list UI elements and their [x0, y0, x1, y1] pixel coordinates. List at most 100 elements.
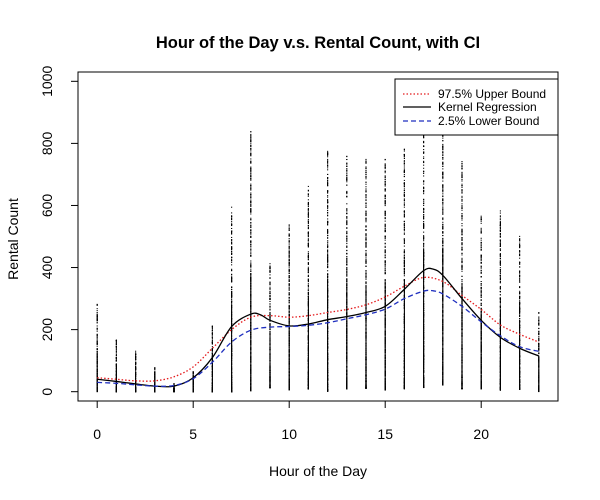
data-point — [327, 252, 329, 254]
data-point — [384, 167, 386, 169]
data-point — [288, 248, 290, 250]
data-point — [327, 222, 329, 224]
data-point — [211, 343, 213, 345]
data-point — [250, 144, 252, 146]
data-point — [307, 202, 309, 204]
data-point — [403, 194, 405, 196]
data-point — [480, 290, 482, 292]
data-point — [461, 232, 463, 234]
data-point — [211, 327, 213, 329]
data-point — [423, 222, 425, 224]
data-point — [346, 212, 348, 214]
data-point — [346, 203, 348, 205]
data-point — [365, 168, 367, 170]
data-point — [346, 231, 348, 233]
data-point — [288, 286, 290, 288]
data-point — [231, 276, 233, 278]
data-point — [250, 241, 252, 243]
data-point — [250, 183, 252, 185]
data-point — [346, 266, 348, 268]
data-point — [192, 381, 194, 383]
data-point — [403, 272, 405, 274]
data-point — [403, 245, 405, 247]
data-point — [365, 250, 367, 252]
data-point — [365, 170, 367, 172]
data-point — [403, 264, 405, 266]
data-point — [327, 231, 329, 233]
data-point — [231, 303, 233, 305]
data-point — [384, 198, 386, 200]
data-point — [327, 169, 329, 171]
data-point — [403, 170, 405, 172]
data-point — [423, 236, 425, 238]
data-point — [269, 265, 271, 267]
data-point — [231, 279, 233, 281]
data-point — [442, 148, 444, 150]
hour-points-16 — [403, 148, 405, 390]
data-point — [269, 286, 271, 288]
data-point — [423, 164, 425, 166]
data-point — [480, 281, 482, 282]
data-point — [461, 275, 463, 277]
data-point — [307, 212, 309, 214]
data-point — [403, 233, 405, 235]
data-point — [307, 218, 309, 220]
hour-points-1 — [115, 339, 117, 393]
data-point — [231, 225, 233, 227]
data-point — [135, 371, 137, 373]
data-point — [307, 203, 309, 205]
data-point — [288, 238, 290, 240]
data-point — [307, 388, 309, 390]
data-point — [384, 257, 386, 259]
data-point — [269, 289, 271, 291]
data-point — [461, 218, 463, 220]
data-point — [307, 207, 309, 209]
data-point — [327, 249, 329, 251]
data-point — [231, 286, 233, 288]
data-point — [365, 242, 367, 244]
data-point — [307, 293, 309, 295]
data-point — [384, 283, 386, 285]
data-point — [307, 284, 309, 286]
data-point — [384, 188, 386, 190]
hour-points-5 — [192, 371, 194, 393]
data-point — [384, 176, 386, 178]
data-point — [461, 223, 463, 225]
data-point — [403, 213, 405, 215]
data-point — [250, 203, 252, 205]
data-point — [346, 168, 348, 170]
data-point — [250, 219, 252, 221]
data-point — [365, 162, 367, 164]
data-point — [365, 176, 367, 178]
data-point — [461, 284, 463, 286]
data-point — [211, 325, 213, 327]
data-point — [154, 370, 156, 372]
data-point — [403, 239, 405, 241]
data-point — [423, 187, 425, 189]
data-point — [307, 244, 309, 246]
data-point — [269, 271, 271, 273]
data-point — [250, 201, 252, 203]
data-point — [423, 204, 425, 206]
data-point — [346, 218, 348, 220]
data-point — [288, 307, 290, 309]
data-point — [461, 281, 463, 283]
data-point — [461, 183, 463, 185]
data-point — [423, 203, 425, 205]
data-point — [135, 367, 137, 369]
data-point — [307, 221, 309, 223]
data-point — [442, 201, 444, 203]
data-point — [327, 206, 329, 208]
data-point — [231, 243, 233, 245]
data-point — [384, 202, 386, 204]
data-point — [250, 266, 252, 268]
data-point — [192, 376, 194, 378]
data-point — [442, 234, 444, 236]
data-point — [423, 243, 425, 245]
data-point — [231, 259, 233, 261]
data-point — [231, 247, 233, 249]
data-point — [346, 281, 348, 283]
data-point — [307, 232, 309, 234]
data-point — [269, 305, 271, 307]
data-point — [442, 189, 444, 191]
